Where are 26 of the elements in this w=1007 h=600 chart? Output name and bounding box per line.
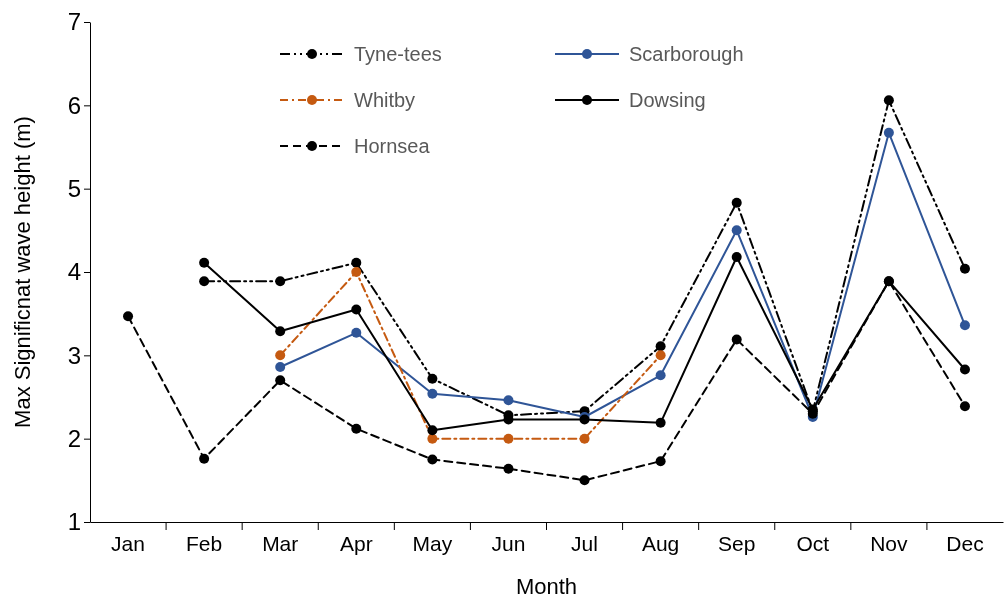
y-tick-label: 5 bbox=[67, 174, 81, 202]
legend-label: Hornsea bbox=[354, 135, 431, 157]
y-tick-label: 7 bbox=[67, 8, 81, 36]
x-axis-title: Month bbox=[515, 574, 578, 599]
legend-label: Whitby bbox=[354, 89, 416, 111]
y-tick-label: 1 bbox=[67, 508, 81, 536]
y-tick-label: 3 bbox=[67, 341, 81, 369]
x-tick-label: Nov bbox=[870, 531, 909, 555]
legend-label: Tyne-tees bbox=[354, 43, 442, 65]
x-tick-label: Oct bbox=[796, 531, 830, 555]
x-tick-label: Jan bbox=[111, 531, 145, 555]
x-tick-label: Feb bbox=[186, 531, 223, 555]
x-tick-label: May bbox=[412, 531, 453, 555]
y-tick-label: 2 bbox=[67, 424, 81, 452]
x-tick-label: Apr bbox=[339, 531, 373, 555]
y-tick-label: 6 bbox=[67, 91, 81, 119]
y-axis-title: Max Significnat wave height (m) bbox=[10, 116, 35, 428]
legend-label: Dowsing bbox=[629, 89, 706, 111]
y-tick-label: 4 bbox=[67, 258, 81, 286]
x-tick-label: Sep bbox=[718, 531, 756, 555]
x-tick-label: Dec bbox=[946, 531, 984, 555]
x-tick-label: Jun bbox=[491, 531, 526, 555]
x-tick-label: Jul bbox=[571, 531, 598, 555]
legend-label: Scarborough bbox=[629, 43, 744, 65]
x-tick-label: Aug bbox=[641, 531, 680, 555]
x-tick-label: Mar bbox=[262, 531, 299, 555]
